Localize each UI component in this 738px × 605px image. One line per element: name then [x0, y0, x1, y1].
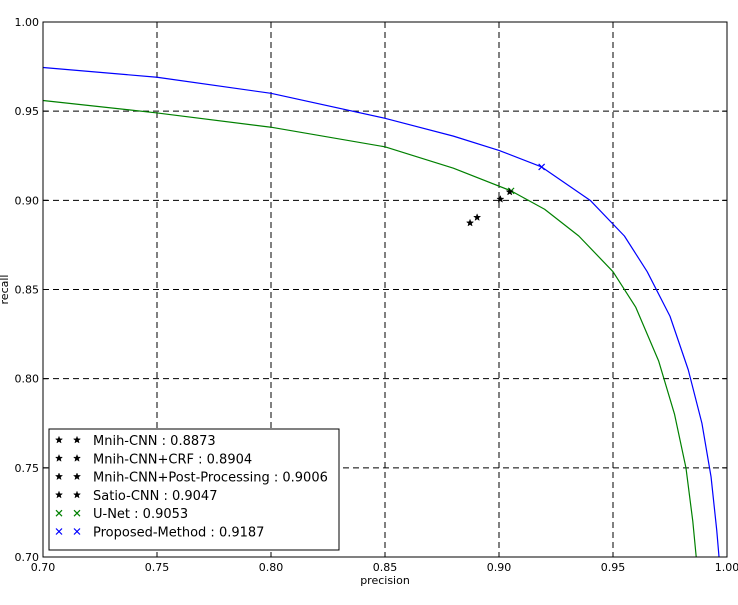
legend-label: U-Net : 0.9053	[93, 507, 188, 522]
legend-entry: Mnih-CNN+Post-Processing : 0.9006	[56, 471, 328, 486]
series-point	[474, 214, 481, 221]
y-tick-label: 0.70	[15, 551, 40, 564]
legend: Mnih-CNN : 0.8873 Mnih-CNN+CRF : 0.8904 Mn…	[49, 429, 339, 550]
legend-label: Mnih-CNN+Post-Processing : 0.9006	[93, 471, 328, 486]
series-point	[467, 219, 474, 226]
legend-label: Proposed-Method : 0.9187	[93, 526, 264, 541]
x-tick-label: 0.95	[601, 561, 626, 574]
x-tick-label: 0.75	[145, 561, 170, 574]
y-tick-label: 0.75	[15, 462, 40, 475]
breakeven-marker	[539, 164, 545, 170]
y-tick-label: 0.90	[15, 194, 40, 207]
series-points	[467, 164, 545, 226]
legend-label: Satio-CNN : 0.9047	[93, 489, 217, 504]
y-tick-label: 0.85	[15, 284, 40, 297]
legend-label: Mnih-CNN : 0.8873	[93, 434, 216, 449]
legend-label: Mnih-CNN+CRF : 0.8904	[93, 452, 252, 467]
series-point	[497, 196, 504, 203]
y-tick-label: 0.95	[15, 105, 40, 118]
x-tick-label: 0.80	[259, 561, 284, 574]
y-tick-label: 1.00	[15, 16, 40, 29]
x-tick-label: 0.85	[373, 561, 398, 574]
x-tick-label: 0.90	[487, 561, 512, 574]
x-axis-title: precision	[360, 574, 410, 587]
x-tick-label: 1.00	[715, 561, 738, 574]
y-axis-title: recall	[0, 275, 11, 305]
y-tick-label: 0.80	[15, 373, 40, 386]
